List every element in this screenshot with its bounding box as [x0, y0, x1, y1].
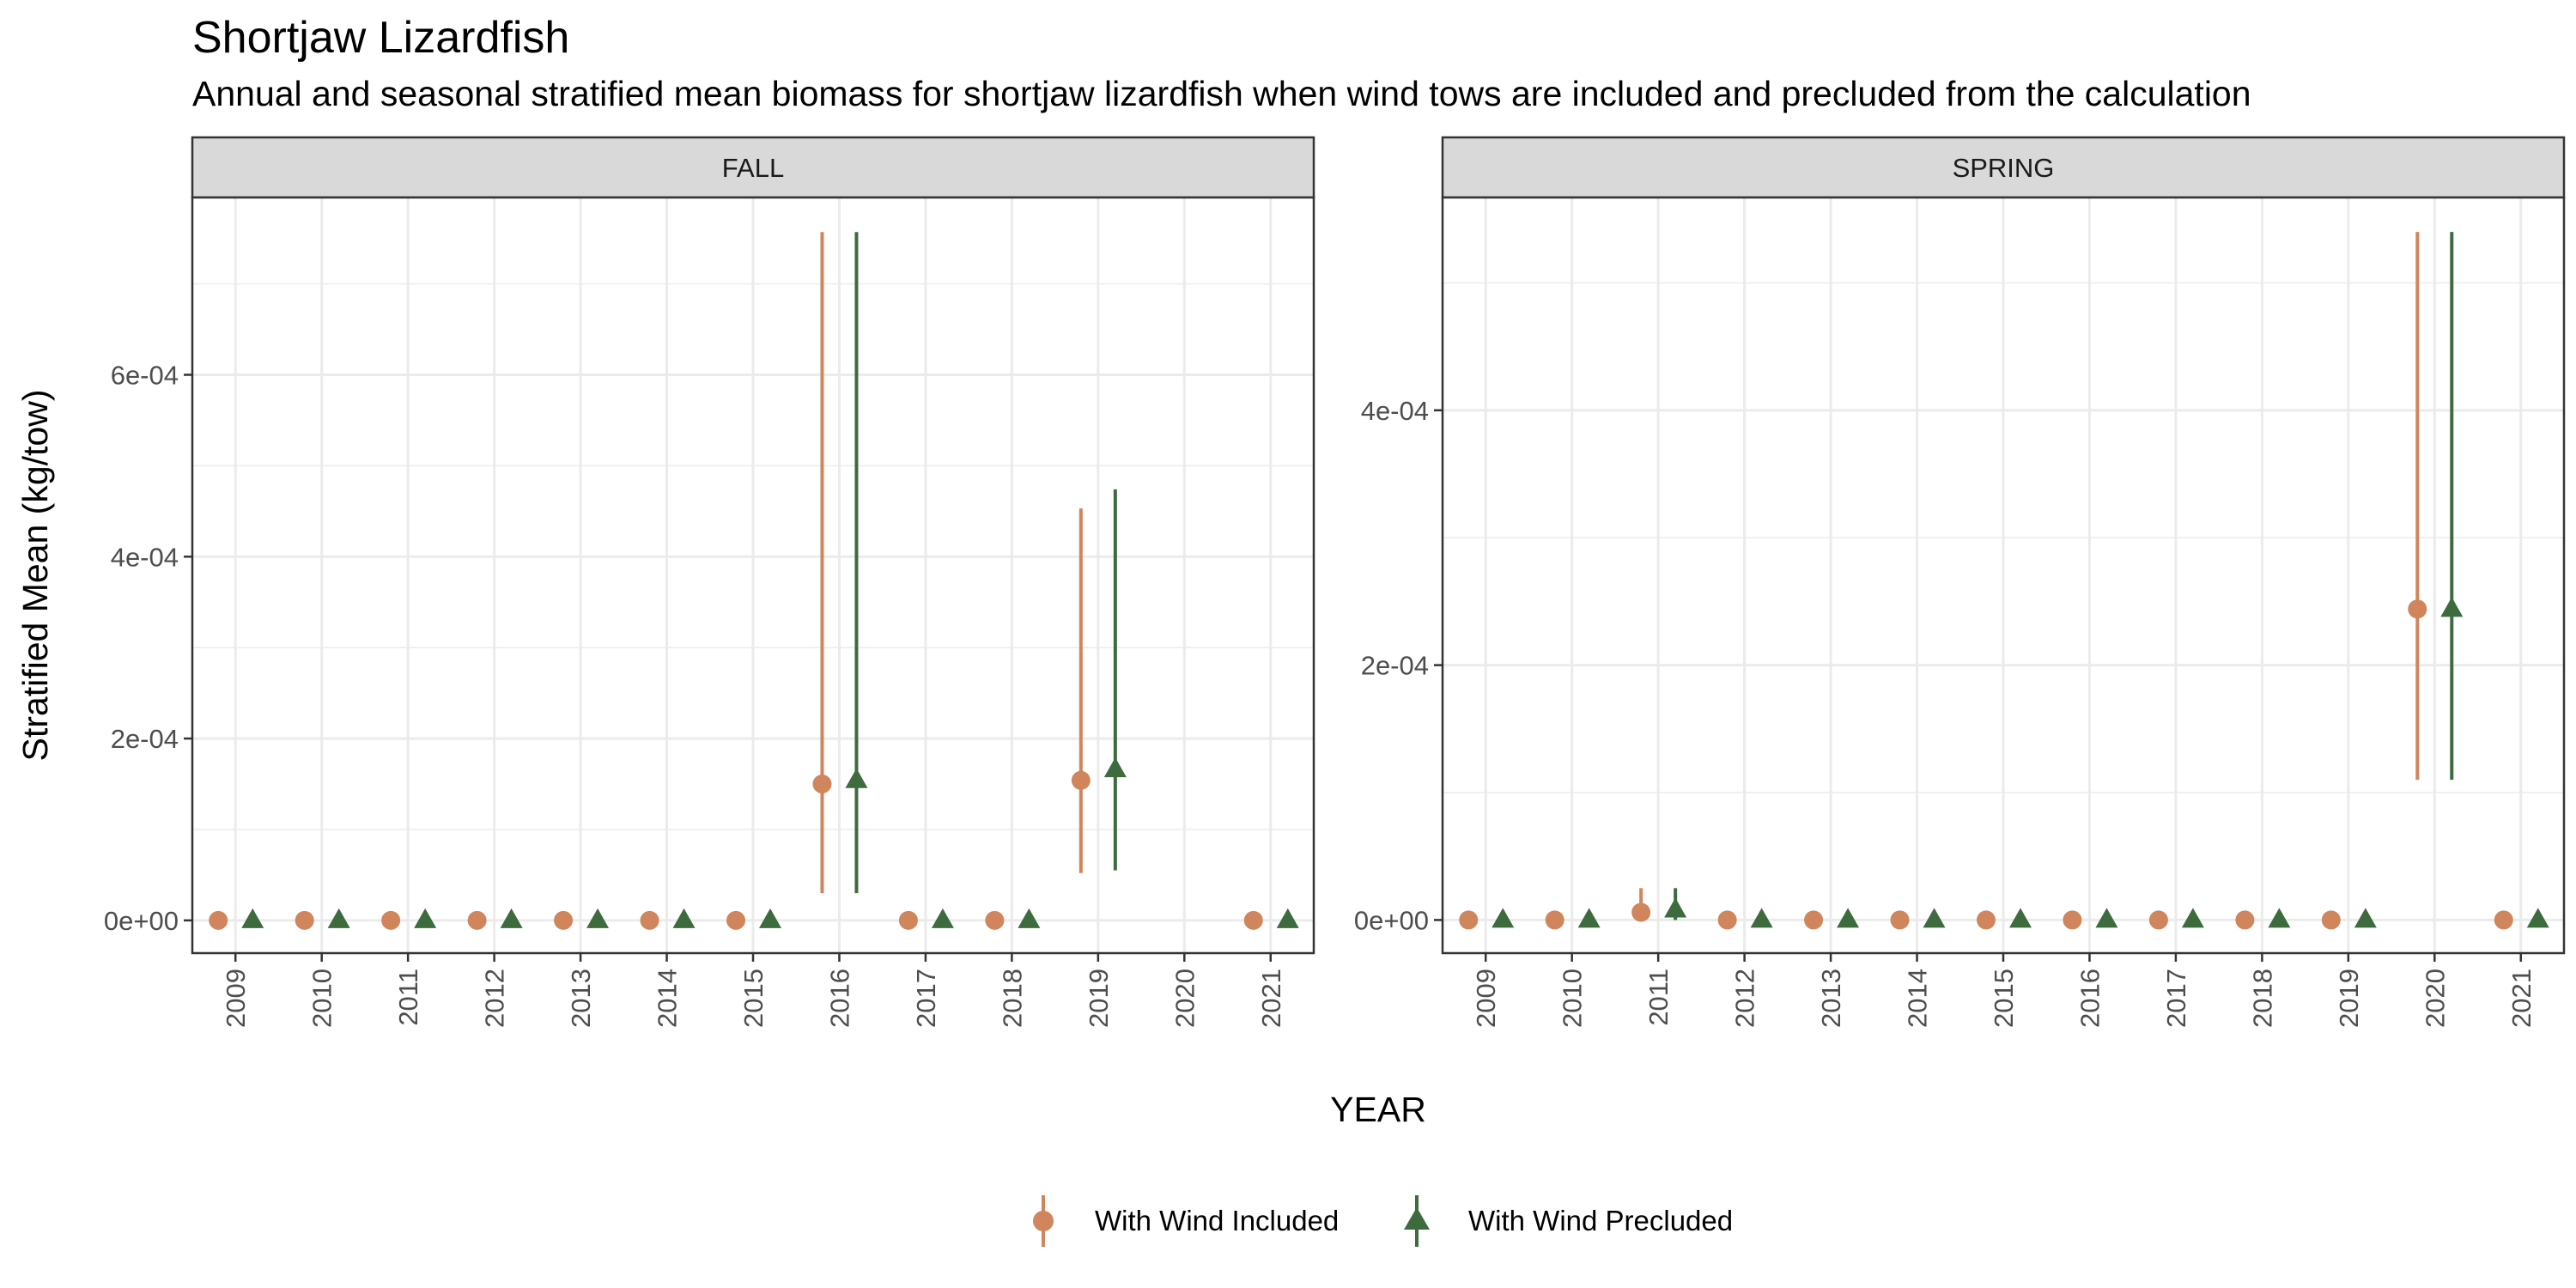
x-tick-label: 2019: [1084, 969, 1114, 1028]
point-included: [1631, 902, 1651, 922]
x-tick-label: 2011: [393, 969, 423, 1026]
x-tick-label: 2014: [653, 969, 683, 1028]
y-tick-label: 2e-04: [1361, 651, 1429, 681]
point-precluded: [1664, 897, 1687, 918]
x-tick-label: 2019: [2334, 969, 2364, 1028]
point-included: [1977, 910, 1996, 930]
point-precluded: [586, 908, 610, 928]
x-tick-label: 2012: [480, 969, 510, 1028]
point-included: [2408, 599, 2427, 619]
point-included: [2235, 910, 2255, 930]
facet-strip: [1441, 136, 2566, 199]
point-included: [1804, 910, 1824, 930]
point-precluded: [1492, 908, 1515, 928]
x-tick-label: 2013: [566, 969, 596, 1028]
point-precluded: [2181, 908, 2204, 928]
y-axis-title: Stratified Mean (kg/tow): [15, 390, 55, 762]
point-included: [1459, 910, 1479, 930]
point-included: [2494, 910, 2513, 930]
point-included: [1243, 910, 1263, 930]
point-included: [640, 910, 659, 930]
x-tick-label: 2021: [1256, 969, 1286, 1028]
legend-key-included-point: [1033, 1211, 1054, 1231]
x-tick-label: 2015: [1989, 969, 2019, 1028]
point-precluded: [2354, 908, 2377, 928]
point-precluded: [1577, 908, 1601, 928]
point-precluded: [845, 768, 868, 788]
point-included: [381, 910, 401, 930]
point-included: [985, 910, 1005, 930]
x-tick-label: 2009: [221, 969, 251, 1028]
point-precluded: [1750, 908, 1773, 928]
x-tick-label: 2021: [2506, 969, 2537, 1028]
point-precluded: [241, 908, 264, 928]
point-included: [1545, 910, 1564, 930]
chart-subtitle: Annual and seasonal stratified mean biom…: [192, 74, 2251, 113]
point-precluded: [1018, 908, 1041, 928]
x-tick-label: 2017: [911, 969, 941, 1028]
x-tick-label: 2017: [2161, 969, 2191, 1028]
y-tick-label: 4e-04: [111, 542, 179, 572]
chart-title: Shortjaw Lizardfish: [192, 13, 570, 63]
y-tick-label: 6e-04: [111, 360, 179, 390]
point-precluded: [414, 908, 437, 928]
point-included: [1890, 910, 1910, 930]
legend-key-precluded-point: [1404, 1207, 1430, 1230]
x-tick-label: 2010: [1558, 969, 1588, 1028]
x-tick-label: 2016: [2075, 969, 2105, 1028]
facet-label: FALL: [722, 153, 784, 183]
legend-label-included: With Wind Included: [1095, 1205, 1339, 1236]
point-included: [1717, 910, 1737, 930]
point-included: [812, 775, 832, 794]
x-tick-label: 2016: [824, 969, 854, 1028]
point-precluded: [1276, 908, 1299, 928]
x-tick-label: 2015: [738, 969, 769, 1028]
point-precluded: [2526, 908, 2549, 928]
point-precluded: [759, 908, 781, 928]
x-tick-label: 2018: [997, 969, 1027, 1028]
point-included: [726, 910, 745, 930]
x-axis-title: YEAR: [1330, 1090, 1426, 1129]
point-precluded: [500, 908, 523, 928]
point-included: [1071, 770, 1091, 790]
point-included: [898, 910, 918, 930]
y-tick-label: 2e-04: [111, 724, 179, 754]
point-included: [2148, 910, 2168, 930]
point-included: [467, 910, 487, 930]
x-tick-label: 2013: [1816, 969, 1846, 1028]
y-tick-label: 0e+00: [104, 906, 179, 936]
point-precluded: [327, 908, 350, 928]
x-tick-label: 2011: [1643, 969, 1674, 1026]
point-precluded: [672, 908, 696, 928]
point-included: [554, 910, 574, 930]
point-precluded: [1103, 757, 1127, 778]
y-tick-label: 0e+00: [1354, 905, 1429, 935]
point-precluded: [1923, 908, 1946, 928]
point-precluded: [931, 908, 954, 928]
point-precluded: [2009, 908, 2032, 928]
x-tick-label: 2010: [307, 969, 337, 1028]
point-precluded: [2440, 597, 2464, 617]
point-included: [209, 910, 228, 930]
x-tick-label: 2009: [1471, 969, 1501, 1028]
x-tick-label: 2012: [1730, 969, 1760, 1028]
y-tick-label: 4e-04: [1361, 396, 1429, 426]
x-tick-label: 2020: [1170, 969, 1200, 1028]
point-included: [2063, 910, 2082, 930]
point-precluded: [1837, 908, 1860, 928]
x-tick-label: 2020: [2420, 969, 2450, 1028]
point-included: [2321, 910, 2341, 930]
point-included: [295, 910, 314, 930]
point-precluded: [2095, 908, 2118, 928]
facet-label: SPRING: [1953, 153, 2055, 183]
point-precluded: [2268, 908, 2291, 928]
x-tick-label: 2014: [1903, 969, 1933, 1028]
legend-label-precluded: With Wind Precluded: [1468, 1205, 1733, 1236]
x-tick-label: 2018: [2247, 969, 2277, 1028]
